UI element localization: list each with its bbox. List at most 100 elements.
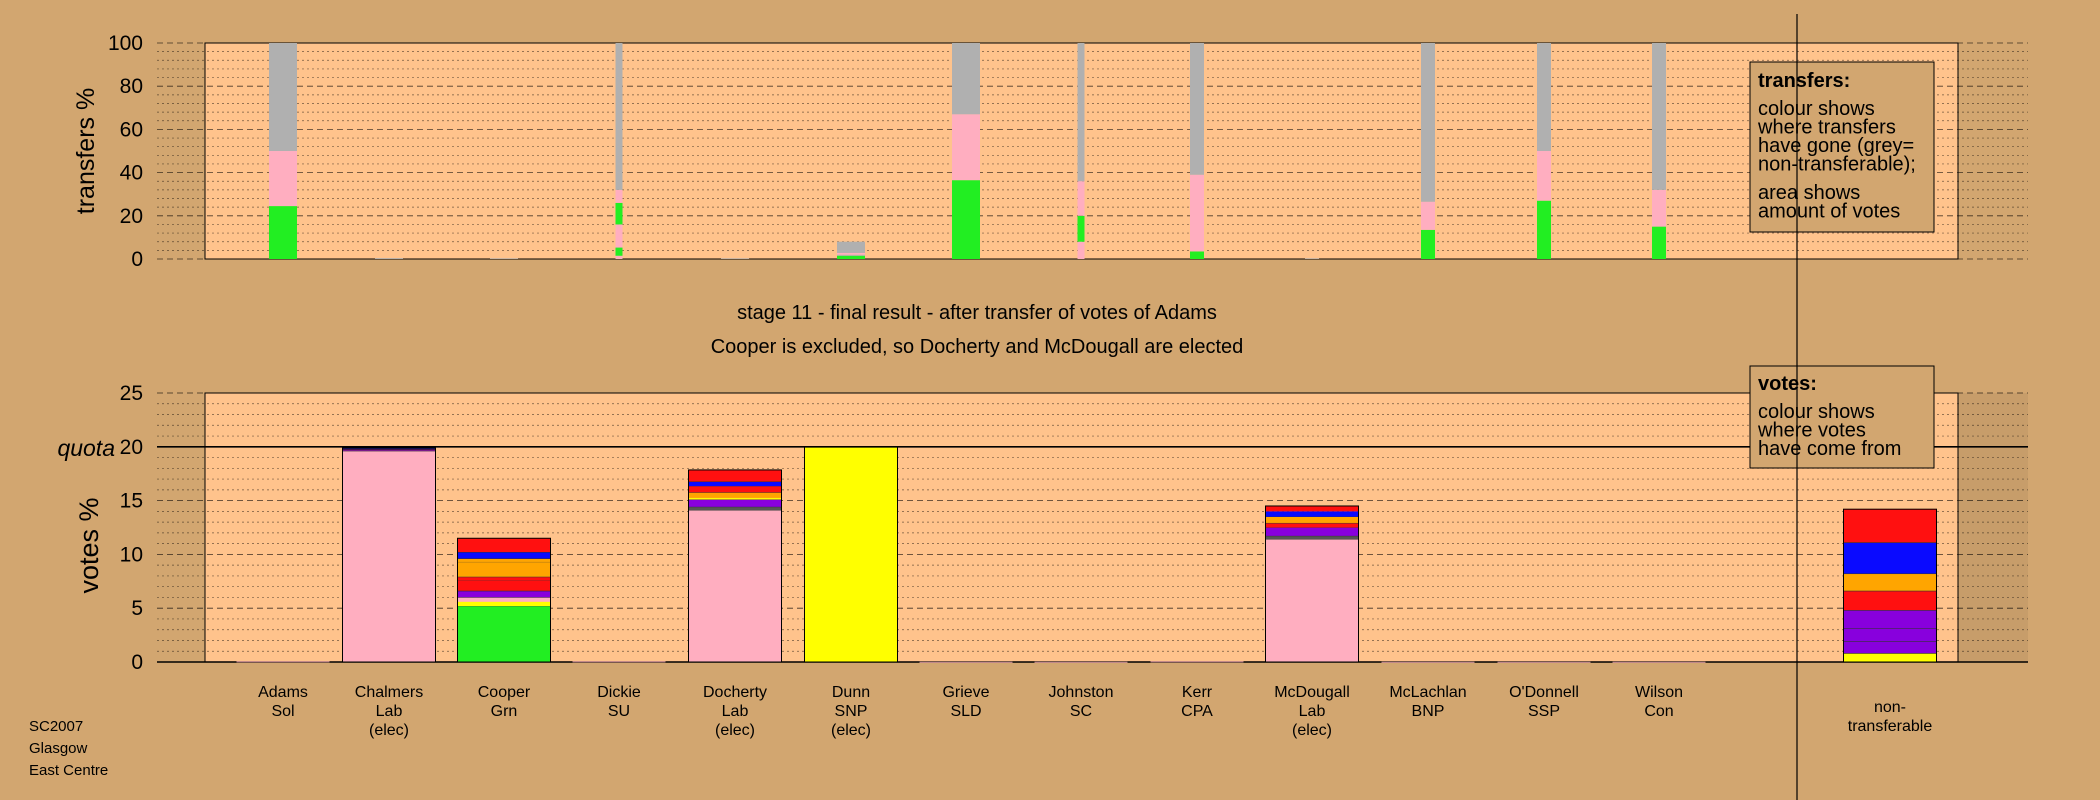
- vote-segment: [1265, 516, 1359, 524]
- votes-legend-title: votes:: [1758, 373, 1817, 395]
- candidate-label: (elec): [1292, 722, 1332, 739]
- transfers-tick-label: 20: [120, 205, 143, 228]
- vote-segment: [236, 661, 330, 663]
- candidate-label: Dickie: [597, 684, 641, 701]
- city-label: Glasgow: [29, 740, 88, 757]
- transfer-segment: [1305, 258, 1319, 259]
- candidate-label: Con: [1644, 703, 1673, 720]
- transfer-segment: [1077, 241, 1085, 259]
- candidate-label: Johnston: [1049, 684, 1114, 701]
- vote-segment: [688, 507, 782, 511]
- candidate-label: SSP: [1528, 703, 1560, 720]
- transfer-segment: [1421, 229, 1435, 259]
- vote-bar-outline: [1265, 505, 1359, 663]
- candidate-label: SLD: [950, 703, 981, 720]
- vote-segment: [1843, 653, 1937, 663]
- candidate-label: SC: [1070, 703, 1092, 720]
- vote-bar-outline: [688, 469, 782, 663]
- transfers-legend-line: non-transferable);: [1758, 154, 1916, 176]
- vote-segment: [1265, 539, 1359, 663]
- transfer-segment: [269, 43, 297, 151]
- transfers-axis-label: transfers %: [72, 88, 100, 214]
- candidate-label: transferable: [1848, 718, 1933, 735]
- vote-segment: [457, 576, 551, 581]
- votes-tick-label: 15: [120, 490, 143, 513]
- transfer-segment: [1537, 43, 1551, 151]
- votes-tick-label: 10: [120, 543, 143, 566]
- transfer-segment: [1652, 189, 1666, 227]
- vote-bar-outline: [1843, 508, 1937, 663]
- vote-segment: [342, 448, 436, 450]
- candidate-label: O'Donnell: [1509, 684, 1579, 701]
- transfer-segment: [615, 247, 623, 256]
- constituency-footer: SC2007 Glasgow East Centre: [29, 716, 108, 782]
- vote-segment: [1843, 508, 1937, 543]
- transfers-legend-box: [1749, 61, 1935, 233]
- vote-segment: [572, 661, 666, 663]
- vote-segment: [457, 579, 551, 592]
- transfer-segment: [615, 224, 623, 248]
- vote-segment: [688, 497, 782, 500]
- candidate-label: Chalmers: [355, 684, 423, 701]
- transfer-segment: [490, 258, 518, 259]
- candidate-label: Lab: [1299, 703, 1326, 720]
- vote-segment: [342, 449, 436, 452]
- transfer-segment: [615, 43, 623, 190]
- vote-segment: [1843, 590, 1937, 611]
- vote-segment: [1265, 505, 1359, 512]
- vote-segment: [1265, 527, 1359, 537]
- transfers-legend-line: amount of votes: [1758, 201, 1900, 223]
- candidate-label: Grieve: [942, 684, 989, 701]
- vote-segment: [457, 605, 551, 663]
- vote-segment: [688, 510, 782, 663]
- transfers-legend-line: area shows: [1758, 182, 1860, 204]
- vote-segment: [1843, 573, 1937, 592]
- transfer-segment: [721, 258, 749, 259]
- transfer-segment: [615, 189, 623, 203]
- votes-legend-box: [1749, 365, 1935, 469]
- vote-segment: [457, 558, 551, 562]
- transfer-segment: [269, 206, 297, 259]
- transfer-segment: [1652, 43, 1666, 190]
- candidate-label: (elec): [369, 722, 409, 739]
- vote-segment: [919, 661, 1013, 663]
- transfers-legend-title: transfers:: [1758, 70, 1850, 92]
- vote-segment: [457, 538, 551, 553]
- transfer-segment: [837, 255, 865, 259]
- candidate-label: Sol: [271, 703, 294, 720]
- vote-segment: [1497, 661, 1591, 663]
- vote-segment: [1843, 610, 1937, 629]
- candidate-label: SU: [608, 703, 630, 720]
- candidate-label: SNP: [835, 703, 868, 720]
- transfers-tick-label: 0: [131, 248, 143, 271]
- transfer-segment: [952, 180, 980, 259]
- transfer-segment: [269, 151, 297, 207]
- transfer-segment: [1077, 43, 1085, 182]
- vote-segment: [1265, 511, 1359, 517]
- vote-segment: [457, 561, 551, 578]
- transfers-tick-label: 40: [120, 162, 143, 185]
- transfer-segment: [1421, 43, 1435, 202]
- transfer-segment: [375, 258, 403, 259]
- votes-tick-label: 20: [120, 436, 143, 459]
- candidate-label: Cooper: [478, 684, 531, 701]
- candidate-label: (elec): [831, 722, 871, 739]
- votes-legend-line: have come from: [1758, 438, 1901, 460]
- candidate-label: McDougall: [1274, 684, 1350, 701]
- votes-panel-extension: [1958, 393, 2028, 662]
- votes-legend-line: colour shows: [1758, 401, 1875, 423]
- votes-axis-label: votes %: [74, 497, 104, 593]
- votes-tick-label: 0: [131, 651, 143, 674]
- vote-segment: [342, 450, 436, 663]
- votes-legend-line: where votes: [1757, 420, 1866, 442]
- transfer-segment: [1421, 201, 1435, 230]
- vote-segment: [688, 485, 782, 493]
- candidate-label: Lab: [722, 703, 749, 720]
- transfer-segment: [952, 43, 980, 115]
- candidate-label: Lab: [376, 703, 403, 720]
- vote-segment: [457, 597, 551, 602]
- candidate-label: non-: [1874, 699, 1906, 716]
- candidate-label: Grn: [491, 703, 518, 720]
- outcome-caption: Cooper is excluded, so Docherty and McDo…: [711, 336, 1244, 358]
